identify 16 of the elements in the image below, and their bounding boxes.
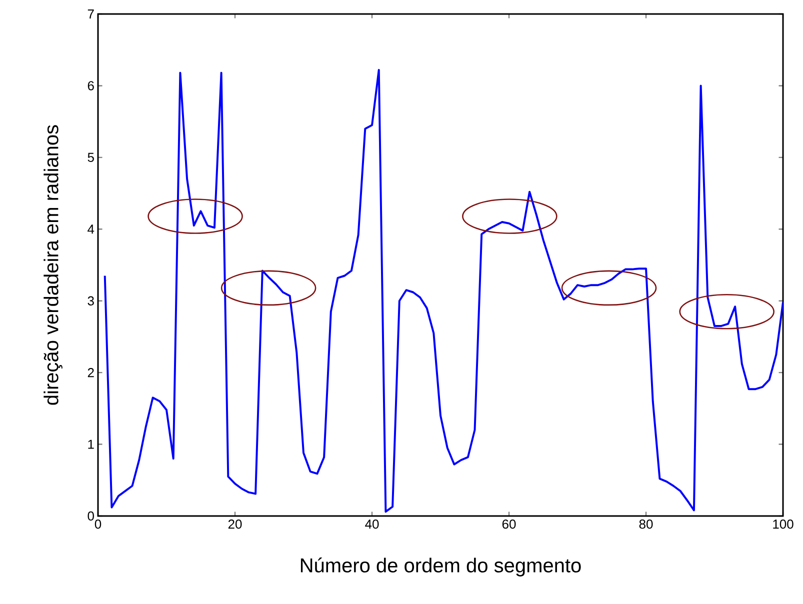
x-tick-label: 40: [365, 520, 379, 529]
y-axis-title: direção verdadeira em radianos: [44, 125, 62, 405]
x-tick-label: 20: [228, 520, 242, 529]
y-tick-label: 1: [88, 440, 94, 449]
y-tick-label: 3: [88, 296, 94, 306]
x-tick-label: 60: [502, 520, 516, 529]
x-tick-label: 0: [94, 520, 102, 529]
y-tick-label: 4: [88, 224, 94, 234]
x-tick-label: 100: [773, 520, 794, 529]
y-tick-label: 6: [88, 81, 94, 90]
x-axis-title: Número de ordem do segmento: [300, 558, 581, 576]
y-tick-label: 7: [88, 10, 94, 18]
x-tick-label: 80: [639, 520, 653, 529]
y-tick-label: 0: [88, 511, 94, 521]
y-tick-label: 5: [88, 152, 94, 162]
y-tick-label: 2: [88, 368, 94, 378]
